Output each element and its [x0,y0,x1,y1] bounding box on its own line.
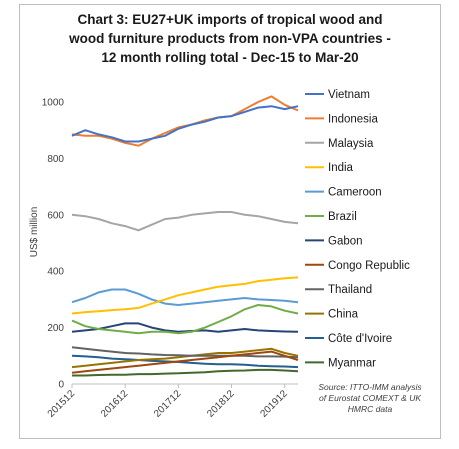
legend-label: Thailand [328,284,372,296]
source-line: HMRC data [348,404,393,414]
legend-item: Thailand [305,284,372,296]
legend-label: Congo Republic [328,260,410,272]
legend-label: India [328,162,354,174]
legend-item: Vietnam [305,89,370,101]
x-tick-label: 201912 [258,388,290,420]
legend-item: Indonesia [305,113,378,125]
series-line-cameroon [71,288,299,306]
legend-label: China [328,309,359,321]
series-line-thailand [71,346,299,359]
legend-item: China [305,309,359,321]
y-tick-label: 200 [47,323,64,334]
legend-item: Myanmar [305,357,376,369]
legend-label: Vietnam [328,89,370,101]
legend-label: Indonesia [328,113,378,125]
x-tick-label: 201812 [205,388,237,420]
chart-title: Chart 3: EU27+UK imports of tropical woo… [19,10,441,67]
series-line-gabon [71,322,299,333]
legend-item: Gabon [305,235,363,247]
source-line: Source: ITTO-IMM analysis [318,382,422,392]
legend-item: Brazil [305,211,357,223]
chart-title-line-1: Chart 3: EU27+UK imports of tropical woo… [77,12,383,27]
chart-frame [19,4,441,439]
y-tick-label: 600 [47,210,64,221]
chart-title-line-2: wood furniture products from non-VPA cou… [69,31,391,46]
legend-label: Gabon [328,235,363,247]
source-line: of Eurostat COMEXT & UK [319,393,421,403]
series-line-india [71,276,299,315]
series-line-congo-republic [71,350,299,374]
legend-label: Brazil [328,211,357,223]
series-line-c-te-d-ivoire [71,354,299,369]
legend-item: Cameroon [305,187,382,199]
x-tick-label: 201512 [46,388,78,420]
series-lines [71,95,299,377]
legend-label: Côte d'Ivoire [328,333,392,345]
series-line-vietnam [71,105,299,143]
legend-label: Malaysia [328,138,374,150]
legend-item: India [305,162,354,174]
legend-item: Malaysia [305,138,374,150]
legend: Vietnam Indonesia Malaysia India Cameroon Bra… [305,89,410,369]
y-tick-label: 400 [47,267,64,278]
y-tick-label: 1000 [42,98,65,109]
series-line-indonesia [71,95,299,147]
legend-item: Congo Republic [305,260,410,272]
y-axis-label: US$ million [29,207,40,258]
legend-item: Côte d'Ivoire [305,333,392,345]
y-tick-label: 0 [58,380,64,391]
y-tick-label: 800 [47,154,64,165]
series-line-brazil [71,304,299,335]
x-tick-label: 201712 [152,388,184,420]
legend-label: Myanmar [328,357,376,369]
x-tick-label: 201612 [99,388,131,420]
series-line-malaysia [71,211,299,232]
series-line-myanmar [72,368,299,377]
chart-title-line-3: 12 month rolling total - Dec-15 to Mar-2… [101,50,359,65]
legend-label: Cameroon [328,187,382,199]
